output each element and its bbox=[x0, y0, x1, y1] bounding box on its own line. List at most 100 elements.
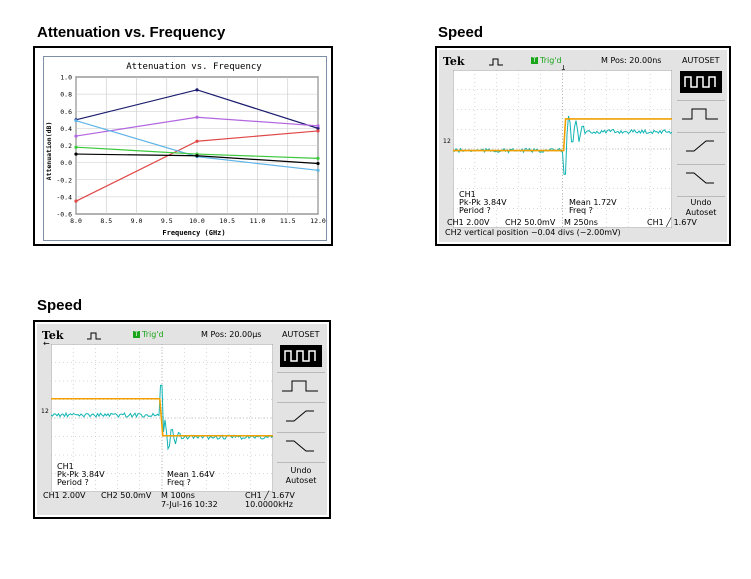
attenuation-chart: Attenuation vs. Frequency 1.0 0.8 0.6 0.4 0.… bbox=[45, 62, 326, 237]
scope1-ch2-scale: CH2 50.0mV bbox=[505, 218, 556, 227]
scope2-ch2-scale: CH2 50.0mV bbox=[101, 491, 152, 500]
scope1-undo-label[interactable]: Undo bbox=[690, 198, 712, 207]
y-tick-label: -0.6 bbox=[56, 211, 72, 219]
scope2-autoset-title: AUTOSET bbox=[282, 330, 320, 339]
y-tick-label: -0.2 bbox=[56, 176, 72, 184]
x-tick-labels: 8.0 8.5 9.0 9.5 10.0 10.5 11.0 11.5 12.0 bbox=[70, 217, 326, 225]
attenuation-chart-frame: Attenuation vs. Frequency 1.0 0.8 0.6 0.4 0.… bbox=[33, 46, 333, 246]
scope1-frame: Tek T Trig'd M Pos: 20.00ns ↓ AUTOSET Und… bbox=[435, 46, 731, 246]
scope1-ch1-period: Period ? bbox=[459, 206, 491, 215]
scope1-trigger-level: CH1 ╱ 1.67V bbox=[647, 218, 697, 227]
scope1-side-menu: Undo Autoset bbox=[675, 66, 727, 228]
scope2-trigger-level: CH1 ╱ 1.67V bbox=[245, 491, 295, 500]
x-tick-label: 9.5 bbox=[161, 217, 173, 225]
scope1-ch2-marker: 2 bbox=[447, 138, 451, 145]
scope2-undo-label[interactable]: Undo bbox=[290, 466, 312, 475]
x-tick-label: 11.0 bbox=[250, 217, 266, 225]
series-3-point bbox=[74, 199, 78, 203]
scope2-timebase: M 100ns bbox=[161, 491, 195, 500]
attenuation-chart-panel: Attenuation vs. Frequency 1.0 0.8 0.6 0.4 0.… bbox=[43, 56, 327, 241]
scope2-ch2-marker: 2 bbox=[45, 408, 49, 415]
scope1-trig-icon: T bbox=[531, 57, 538, 64]
chart-title: Attenuation vs. Frequency bbox=[126, 62, 262, 72]
ch2-trace bbox=[453, 115, 672, 175]
scope2-ch1-marker: 1 bbox=[41, 408, 45, 415]
scope2-side-menu: Undo Autoset bbox=[275, 340, 327, 492]
speed-section-title-2: Speed bbox=[37, 297, 83, 314]
x-tick-label: 8.5 bbox=[100, 217, 112, 225]
scope1-trig-label: Trig'd bbox=[540, 56, 562, 65]
scope2-rising-edge-button[interactable] bbox=[280, 406, 322, 428]
chart-grid bbox=[75, 76, 319, 215]
scope2-date: 7-Jul-16 10:32 bbox=[161, 500, 218, 509]
series-4-point bbox=[316, 168, 320, 172]
x-tick-label: 8.0 bbox=[70, 217, 82, 225]
scope1-autoset-label[interactable]: Autoset bbox=[685, 208, 717, 217]
x-tick-label: 11.5 bbox=[280, 217, 296, 225]
x-axis-label: Frequency (GHz) bbox=[162, 229, 225, 237]
scope2-graticule bbox=[51, 344, 273, 492]
scope2-ch1-freq: Freq ? bbox=[167, 478, 191, 487]
series-3-point bbox=[195, 139, 199, 143]
scope2-ch1-period: Period ? bbox=[57, 478, 89, 487]
y-tick-label: 0.6 bbox=[60, 108, 72, 116]
series-2-point bbox=[316, 124, 320, 128]
scope2-brand: Tek bbox=[42, 329, 64, 342]
ch1-trace bbox=[453, 118, 672, 152]
scope1-ch1-marker: 1 bbox=[443, 138, 447, 145]
speed-section-title-1: Speed bbox=[438, 24, 484, 41]
y-tick-label: 1.0 bbox=[60, 74, 72, 82]
series-1-point bbox=[316, 126, 320, 130]
scope2-ch1-scale: CH1 2.00V bbox=[43, 491, 86, 500]
y-tick-label: -0.4 bbox=[56, 193, 72, 201]
y-tick-labels: 1.0 0.8 0.6 0.4 0.2 0.0 -0.2 -0.4 -0.6 bbox=[56, 74, 72, 219]
ch2-trace bbox=[51, 384, 273, 451]
scope1-status-message: CH2 vertical position −0.04 divs (−2.00m… bbox=[445, 228, 621, 237]
scope2-falling-edge-button[interactable] bbox=[280, 436, 322, 458]
scope2-ch-pos-arrow: ← bbox=[43, 339, 50, 348]
scope1-mpos: M Pos: 20.00ns bbox=[601, 56, 662, 65]
series-2-point bbox=[74, 134, 78, 138]
series-5-point bbox=[74, 145, 78, 149]
series-6-point bbox=[74, 152, 78, 156]
y-tick-label: 0.2 bbox=[60, 142, 72, 150]
chart-series bbox=[74, 88, 320, 203]
scope2-ch1-mean: Mean 1.64V bbox=[167, 470, 215, 479]
scope2-square-wave-button[interactable] bbox=[280, 345, 322, 367]
scope2-ch1-name: CH1 bbox=[57, 462, 74, 471]
scope2-mpos: M Pos: 20.00µs bbox=[201, 330, 262, 339]
x-tick-label: 12.0 bbox=[310, 217, 326, 225]
scope1-brand: Tek bbox=[443, 55, 465, 68]
scope2-trig-label: Trig'd bbox=[142, 330, 164, 339]
attenuation-section-title: Attenuation vs. Frequency bbox=[37, 24, 226, 41]
y-tick-label: 0.0 bbox=[60, 159, 72, 167]
scope1-autoset-title: AUTOSET bbox=[682, 56, 720, 65]
series-6-point bbox=[316, 161, 320, 166]
scope2-trig-icon: T bbox=[133, 331, 140, 338]
scope1-ch1-scale: CH1 2.00V bbox=[447, 218, 490, 227]
scope1-rising-edge-button[interactable] bbox=[680, 136, 722, 158]
series-3-point bbox=[316, 129, 320, 133]
scope1-graticule bbox=[453, 70, 672, 228]
scope2-trigger-frequency: 10.0000kHz bbox=[245, 500, 293, 509]
scope1-falling-edge-button[interactable] bbox=[680, 168, 722, 190]
scope1-ch1-pkpk: Pk-Pk 3.84V bbox=[459, 198, 507, 207]
x-tick-label: 10.0 bbox=[189, 217, 205, 225]
scope2-autoset-label[interactable]: Autoset bbox=[285, 476, 317, 485]
scope1-ch1-mean: Mean 1.72V bbox=[569, 198, 617, 207]
y-tick-label: 0.8 bbox=[60, 91, 72, 99]
x-tick-label: 9.0 bbox=[131, 217, 143, 225]
series-4-point bbox=[74, 119, 78, 123]
scope1-ch1-name: CH1 bbox=[459, 190, 476, 199]
scope1-single-pulse-button[interactable] bbox=[680, 104, 722, 126]
scope1-pulse-icon bbox=[489, 58, 503, 66]
scope1-screen: Tek T Trig'd M Pos: 20.00ns ↓ AUTOSET Und… bbox=[439, 50, 727, 242]
scope2-single-pulse-button[interactable] bbox=[280, 376, 322, 398]
y-axis-label: Attenuation(dB) bbox=[45, 122, 53, 181]
series-2-point bbox=[195, 115, 199, 119]
series-6-point bbox=[195, 154, 199, 158]
scope2-pulse-icon bbox=[87, 332, 101, 340]
scope1-square-wave-button[interactable] bbox=[680, 71, 722, 93]
scope2-trigger-status: T Trig'd bbox=[133, 330, 164, 339]
scope2-ch1-pkpk: Pk-Pk 3.84V bbox=[57, 470, 105, 479]
